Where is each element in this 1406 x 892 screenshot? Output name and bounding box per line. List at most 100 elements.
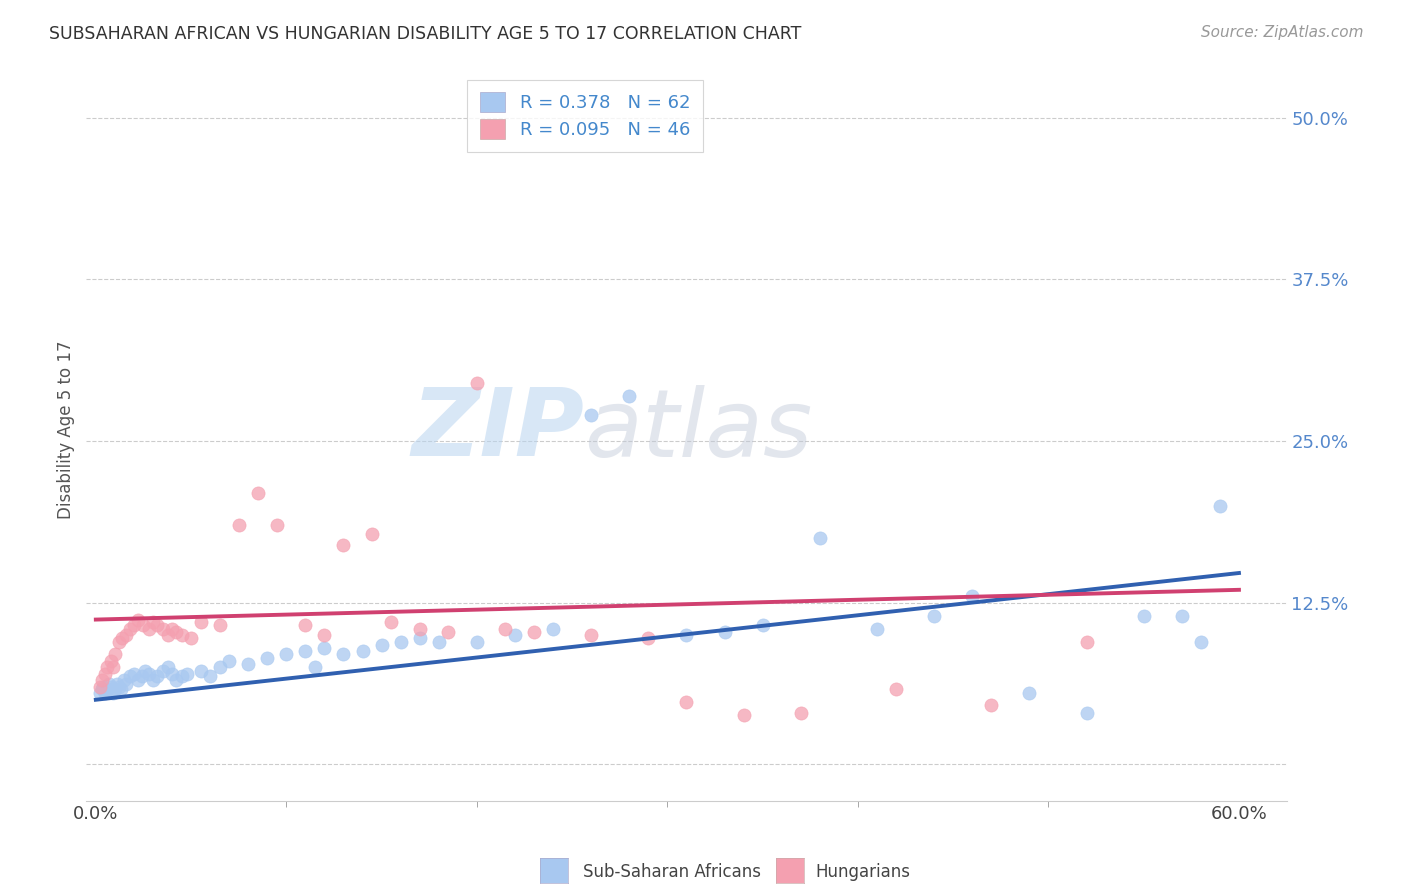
- Point: [541, 622, 564, 636]
- Point: [111, 631, 134, 645]
- Point: [89, 686, 111, 700]
- Point: [751, 617, 773, 632]
- Point: [389, 634, 412, 648]
- Point: [96, 682, 118, 697]
- Point: [409, 631, 432, 645]
- Point: [110, 682, 132, 697]
- Point: [409, 622, 432, 636]
- Point: [98, 677, 121, 691]
- Point: [100, 680, 122, 694]
- Point: [427, 634, 450, 648]
- Point: [176, 666, 198, 681]
- Point: [198, 669, 221, 683]
- Point: [790, 706, 813, 720]
- Point: [94, 686, 117, 700]
- Legend: R = 0.378   N = 62, R = 0.095   N = 46: R = 0.378 N = 62, R = 0.095 N = 46: [467, 79, 703, 152]
- Point: [190, 665, 212, 679]
- Point: [1018, 686, 1040, 700]
- Point: [465, 376, 488, 390]
- Text: Source: ZipAtlas.com: Source: ZipAtlas.com: [1201, 25, 1364, 40]
- Point: [380, 615, 402, 629]
- Point: [437, 625, 460, 640]
- Point: [115, 677, 138, 691]
- Point: [120, 622, 142, 636]
- Point: [256, 651, 278, 665]
- Point: [465, 634, 488, 648]
- Point: [142, 615, 165, 629]
- Point: [266, 518, 288, 533]
- Point: [332, 648, 354, 662]
- Point: [90, 682, 112, 697]
- Point: [107, 680, 129, 694]
- Point: [980, 698, 1002, 712]
- Point: [157, 660, 180, 674]
- Point: [208, 617, 231, 632]
- Point: [228, 518, 250, 533]
- Point: [208, 660, 231, 674]
- Point: [134, 665, 156, 679]
- Point: [314, 640, 336, 655]
- Point: [93, 680, 115, 694]
- Point: [160, 666, 183, 681]
- Point: [138, 666, 160, 681]
- Point: [170, 669, 193, 683]
- Point: [579, 409, 602, 423]
- Point: [1076, 634, 1098, 648]
- Point: [276, 648, 298, 662]
- Point: [170, 628, 193, 642]
- Point: [238, 657, 260, 671]
- Point: [165, 673, 187, 688]
- Y-axis label: Disability Age 5 to 17: Disability Age 5 to 17: [58, 341, 75, 519]
- Point: [89, 680, 111, 694]
- Point: [866, 622, 889, 636]
- Point: [90, 673, 112, 688]
- Point: [314, 628, 336, 642]
- Point: [104, 648, 127, 662]
- Point: [104, 682, 127, 697]
- Point: [294, 643, 316, 657]
- Point: [352, 643, 374, 657]
- Point: [180, 631, 202, 645]
- Point: [1171, 608, 1194, 623]
- Point: [637, 631, 659, 645]
- Point: [160, 622, 183, 636]
- Point: [675, 628, 697, 642]
- Point: [579, 628, 602, 642]
- Text: ZIP: ZIP: [412, 384, 585, 476]
- Point: [218, 654, 240, 668]
- Point: [294, 617, 316, 632]
- Point: [127, 673, 149, 688]
- Point: [1209, 499, 1232, 513]
- Point: [132, 617, 155, 632]
- Point: [138, 622, 160, 636]
- Point: [115, 628, 138, 642]
- Point: [190, 615, 212, 629]
- Point: [246, 486, 269, 500]
- Point: [152, 665, 174, 679]
- Point: [494, 622, 516, 636]
- Point: [523, 625, 546, 640]
- Point: [1189, 634, 1212, 648]
- Point: [120, 669, 142, 683]
- Point: [127, 613, 149, 627]
- Point: [105, 677, 128, 691]
- Point: [157, 628, 180, 642]
- Point: [122, 617, 145, 632]
- Point: [503, 628, 526, 642]
- Point: [361, 527, 384, 541]
- Point: [165, 625, 187, 640]
- Point: [808, 531, 831, 545]
- Point: [370, 639, 392, 653]
- Text: SUBSAHARAN AFRICAN VS HUNGARIAN DISABILITY AGE 5 TO 17 CORRELATION CHART: SUBSAHARAN AFRICAN VS HUNGARIAN DISABILI…: [49, 25, 801, 43]
- Point: [304, 660, 326, 674]
- Point: [1132, 608, 1154, 623]
- Point: [152, 622, 174, 636]
- Point: [100, 654, 122, 668]
- Point: [94, 666, 117, 681]
- Text: Sub-Saharan Africans: Sub-Saharan Africans: [583, 863, 762, 881]
- Point: [713, 625, 735, 640]
- Point: [107, 634, 129, 648]
- Point: [675, 695, 697, 709]
- Point: [101, 660, 124, 674]
- Point: [884, 682, 907, 697]
